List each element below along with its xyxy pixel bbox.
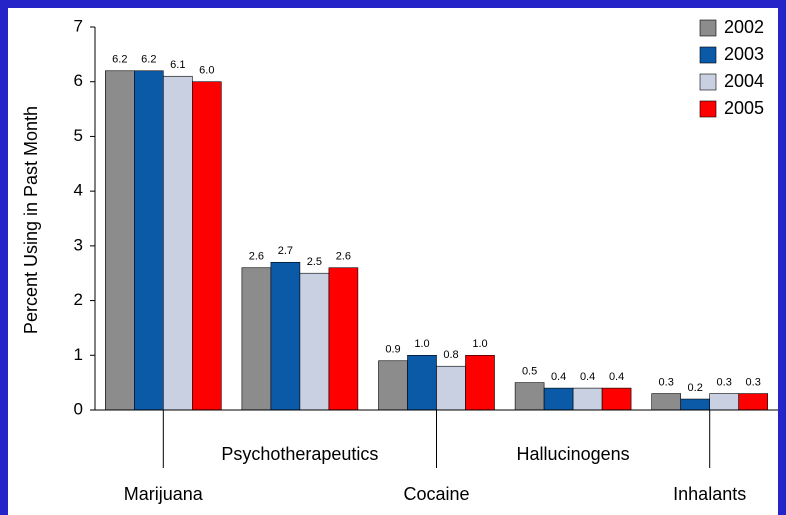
- bar: [134, 70, 164, 411]
- value-label: 1.0: [472, 338, 487, 350]
- bar: [572, 387, 603, 411]
- bar: [241, 267, 272, 411]
- bar: [436, 365, 466, 411]
- legend-swatch: [699, 46, 717, 64]
- value-label: 6.0: [199, 65, 214, 77]
- bar: [601, 387, 632, 411]
- value-label: 6.2: [112, 54, 127, 66]
- y-tick-label: 7: [74, 16, 83, 35]
- bar: [465, 354, 495, 411]
- value-label: 0.4: [580, 371, 595, 383]
- y-axis-label: Percent Using in Past Month: [21, 106, 41, 334]
- value-label: 6.1: [170, 59, 185, 71]
- bar: [680, 398, 711, 411]
- y-tick-label: 0: [74, 399, 83, 418]
- bar: [651, 393, 682, 411]
- bar: [299, 272, 330, 411]
- y-tick-label: 5: [74, 126, 83, 145]
- bar: [514, 382, 545, 411]
- x-tick-label: Psychotherapeutics: [221, 444, 378, 464]
- legend-label: 2003: [724, 44, 764, 64]
- bar: [105, 70, 135, 411]
- y-tick-label: 6: [74, 71, 83, 90]
- y-tick-label: 4: [74, 181, 83, 200]
- value-label: 2.6: [336, 251, 351, 263]
- bar: [407, 354, 437, 411]
- value-label: 0.3: [659, 376, 674, 388]
- value-label: 0.3: [746, 376, 761, 388]
- legend-label: 2002: [724, 17, 764, 37]
- y-tick-label: 3: [74, 235, 83, 254]
- bar: [163, 75, 193, 411]
- x-tick-label: Hallucinogens: [517, 444, 630, 464]
- value-label: 0.2: [688, 382, 703, 394]
- legend-swatch: [699, 73, 717, 91]
- value-label: 0.4: [609, 371, 624, 383]
- bar: [192, 81, 222, 411]
- value-label: 0.8: [443, 349, 458, 361]
- bar: [709, 393, 740, 411]
- value-label: 0.3: [717, 376, 732, 388]
- x-tick-label: Cocaine: [403, 484, 469, 504]
- value-label: 0.5: [522, 366, 537, 378]
- value-label: 2.6: [249, 251, 264, 263]
- legend-label: 2005: [724, 98, 764, 118]
- bar: [270, 261, 301, 411]
- value-label: 0.9: [385, 344, 400, 356]
- x-tick-label: Inhalants: [673, 484, 746, 504]
- value-label: 0.4: [551, 371, 566, 383]
- value-label: 1.0: [414, 338, 429, 350]
- y-tick-label: 2: [74, 290, 83, 309]
- y-tick-label: 1: [74, 345, 83, 364]
- value-label: 6.2: [141, 54, 156, 66]
- legend-swatch: [699, 19, 717, 37]
- x-tick-label: Marijuana: [124, 484, 204, 504]
- bar: [328, 267, 359, 411]
- legend-swatch: [699, 100, 717, 118]
- value-label: 2.7: [278, 245, 293, 257]
- bar: [738, 393, 769, 411]
- bar: [378, 360, 408, 411]
- bar: [543, 387, 574, 411]
- legend-label: 2004: [724, 71, 764, 91]
- value-label: 2.5: [307, 256, 322, 268]
